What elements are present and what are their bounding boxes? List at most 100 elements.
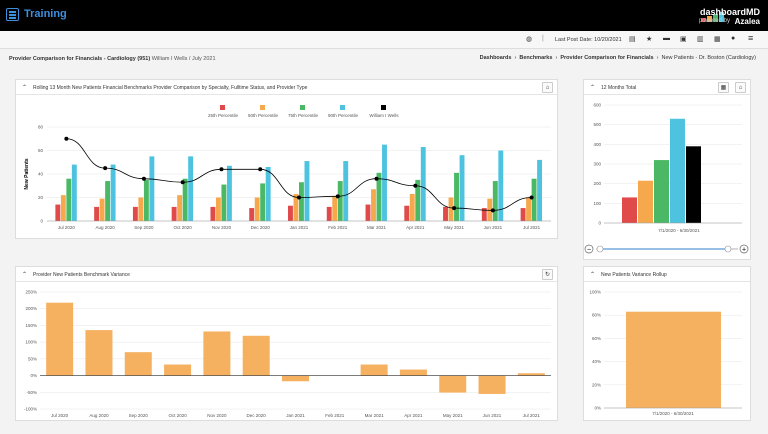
zoom-in-icon: [739, 244, 749, 254]
globe-icon[interactable]: ◍: [526, 36, 533, 43]
bar: [399, 369, 427, 376]
collapse-chevron-icon[interactable]: ⌃: [590, 272, 596, 278]
toolbar: ◍ | Last Post Date: 10/20/2021 ▤ ★ ▬ ▣ ▥…: [0, 31, 768, 49]
x-tick-label: Jun 2021: [483, 413, 502, 418]
bar: [66, 178, 72, 221]
provider-point: [413, 183, 418, 188]
bar: [288, 205, 293, 221]
collapse-chevron-icon[interactable]: ⌃: [590, 85, 596, 91]
bar: [487, 198, 493, 221]
logo-azalea: Azalea: [734, 17, 760, 26]
y-tick-label: 150%: [25, 323, 37, 328]
page-header: Provider Comparison for Financials - Car…: [0, 49, 768, 67]
save-icon[interactable]: ▣: [680, 36, 687, 43]
legend-label: 90th Percentile: [328, 113, 359, 118]
logo: dashboardMD powered by Azalea: [668, 4, 760, 28]
zoom-out-icon: [584, 244, 594, 254]
bar: [439, 375, 467, 393]
bar: [304, 161, 310, 221]
x-tick-label: Dec 2020: [251, 225, 271, 230]
menu-icon[interactable]: ≡: [748, 33, 754, 43]
bar: [638, 180, 653, 223]
provider-point: [103, 166, 108, 171]
bar: [622, 197, 637, 223]
y-tick-label: 20: [38, 195, 44, 200]
refresh-icon[interactable]: ↻: [542, 269, 553, 280]
y-tick-label: 0: [40, 219, 43, 224]
y-tick-label: 60: [38, 148, 44, 153]
document-icon[interactable]: ▤: [629, 36, 636, 43]
x-tick-label: Feb 2021: [328, 225, 348, 230]
app-title: Training: [24, 8, 67, 20]
y-tick-label: 300: [593, 162, 601, 167]
star-icon[interactable]: ★: [646, 36, 653, 43]
legend-label: 50th Percentile: [248, 113, 279, 118]
bar: [110, 164, 116, 221]
bar: [376, 172, 382, 221]
provider-point: [529, 195, 534, 200]
y-axis-label: New Patients: [24, 158, 30, 189]
trash-icon[interactable]: ▥: [697, 36, 704, 43]
folder-icon[interactable]: ▬: [663, 35, 670, 42]
hamburger-menu-icon[interactable]: [6, 8, 19, 21]
x-tick-label: Feb 2021: [325, 413, 345, 418]
x-tick-label: Jul 2021: [523, 413, 541, 418]
bar: [265, 166, 271, 221]
bar: [531, 178, 537, 221]
bar: [520, 208, 526, 221]
bar: [55, 204, 61, 221]
provider-point: [452, 206, 457, 211]
breadcrumb: Dashboards › Benchmarks › Provider Compa…: [479, 55, 756, 61]
info-icon[interactable]: ●: [731, 35, 736, 42]
bar: [164, 364, 192, 376]
table-icon[interactable]: ▦: [718, 82, 729, 93]
breadcrumb-item[interactable]: Provider Comparison for Financials: [560, 55, 654, 61]
y-tick-label: 0%: [594, 406, 601, 411]
legend-swatch: [300, 105, 305, 110]
home-icon[interactable]: ⌂: [542, 82, 553, 93]
bar: [85, 330, 113, 376]
bar: [132, 206, 138, 221]
logo-text: dashboardMD: [699, 7, 760, 17]
home-icon[interactable]: ⌂: [735, 82, 746, 93]
panel-title: New Patients Variance Rollup: [601, 272, 667, 278]
collapse-chevron-icon[interactable]: ⌃: [22, 85, 28, 91]
y-tick-label: 100%: [25, 340, 37, 345]
bar: [177, 195, 183, 221]
legend-label: 75th Percentile: [288, 113, 319, 118]
bar: [459, 155, 465, 221]
legend-swatch: [260, 105, 265, 110]
bar: [138, 197, 144, 221]
bar: [71, 164, 77, 221]
bar: [188, 156, 194, 221]
x-tick-label: Oct 2020: [174, 225, 193, 230]
x-tick-label: Jul 2020: [51, 413, 69, 418]
bar: [171, 206, 177, 221]
bar: [332, 196, 338, 221]
x-tick-label: Sep 2020: [129, 413, 149, 418]
provider-point: [374, 176, 379, 181]
y-tick-label: 600: [593, 103, 601, 108]
y-tick-label: 0%: [30, 373, 37, 378]
y-tick-label: 40: [38, 172, 44, 177]
rollup-chart: 0% 20% 40% 60% 80% 100% 7/1/2020 - 6/30/2021: [589, 290, 742, 416]
provider-point: [490, 208, 495, 213]
x-tick-label: Sep 2020: [134, 225, 154, 230]
bar: [60, 195, 66, 221]
x-tick-label: May 2021: [444, 225, 464, 230]
breadcrumb-item[interactable]: Dashboards: [479, 55, 512, 61]
bar: [443, 206, 448, 221]
main-chart-panel: ⌃ Rolling 13 Month New Patients Financia…: [15, 79, 558, 239]
provider-point: [141, 176, 146, 181]
logo-powered-by: powered by: [698, 18, 730, 24]
print-icon[interactable]: ▦: [714, 36, 721, 43]
bar: [526, 197, 532, 221]
provider-point: [64, 136, 69, 141]
breadcrumb-current: New Patients - Dr. Boston (Cardiology): [661, 55, 756, 61]
x-tick-label: Nov 2020: [207, 413, 227, 418]
bar: [360, 364, 388, 376]
breadcrumb-item[interactable]: Benchmarks: [519, 55, 553, 61]
bar: [454, 172, 459, 221]
y-tick-label: 40%: [592, 359, 601, 364]
collapse-chevron-icon[interactable]: ⌃: [22, 272, 28, 278]
